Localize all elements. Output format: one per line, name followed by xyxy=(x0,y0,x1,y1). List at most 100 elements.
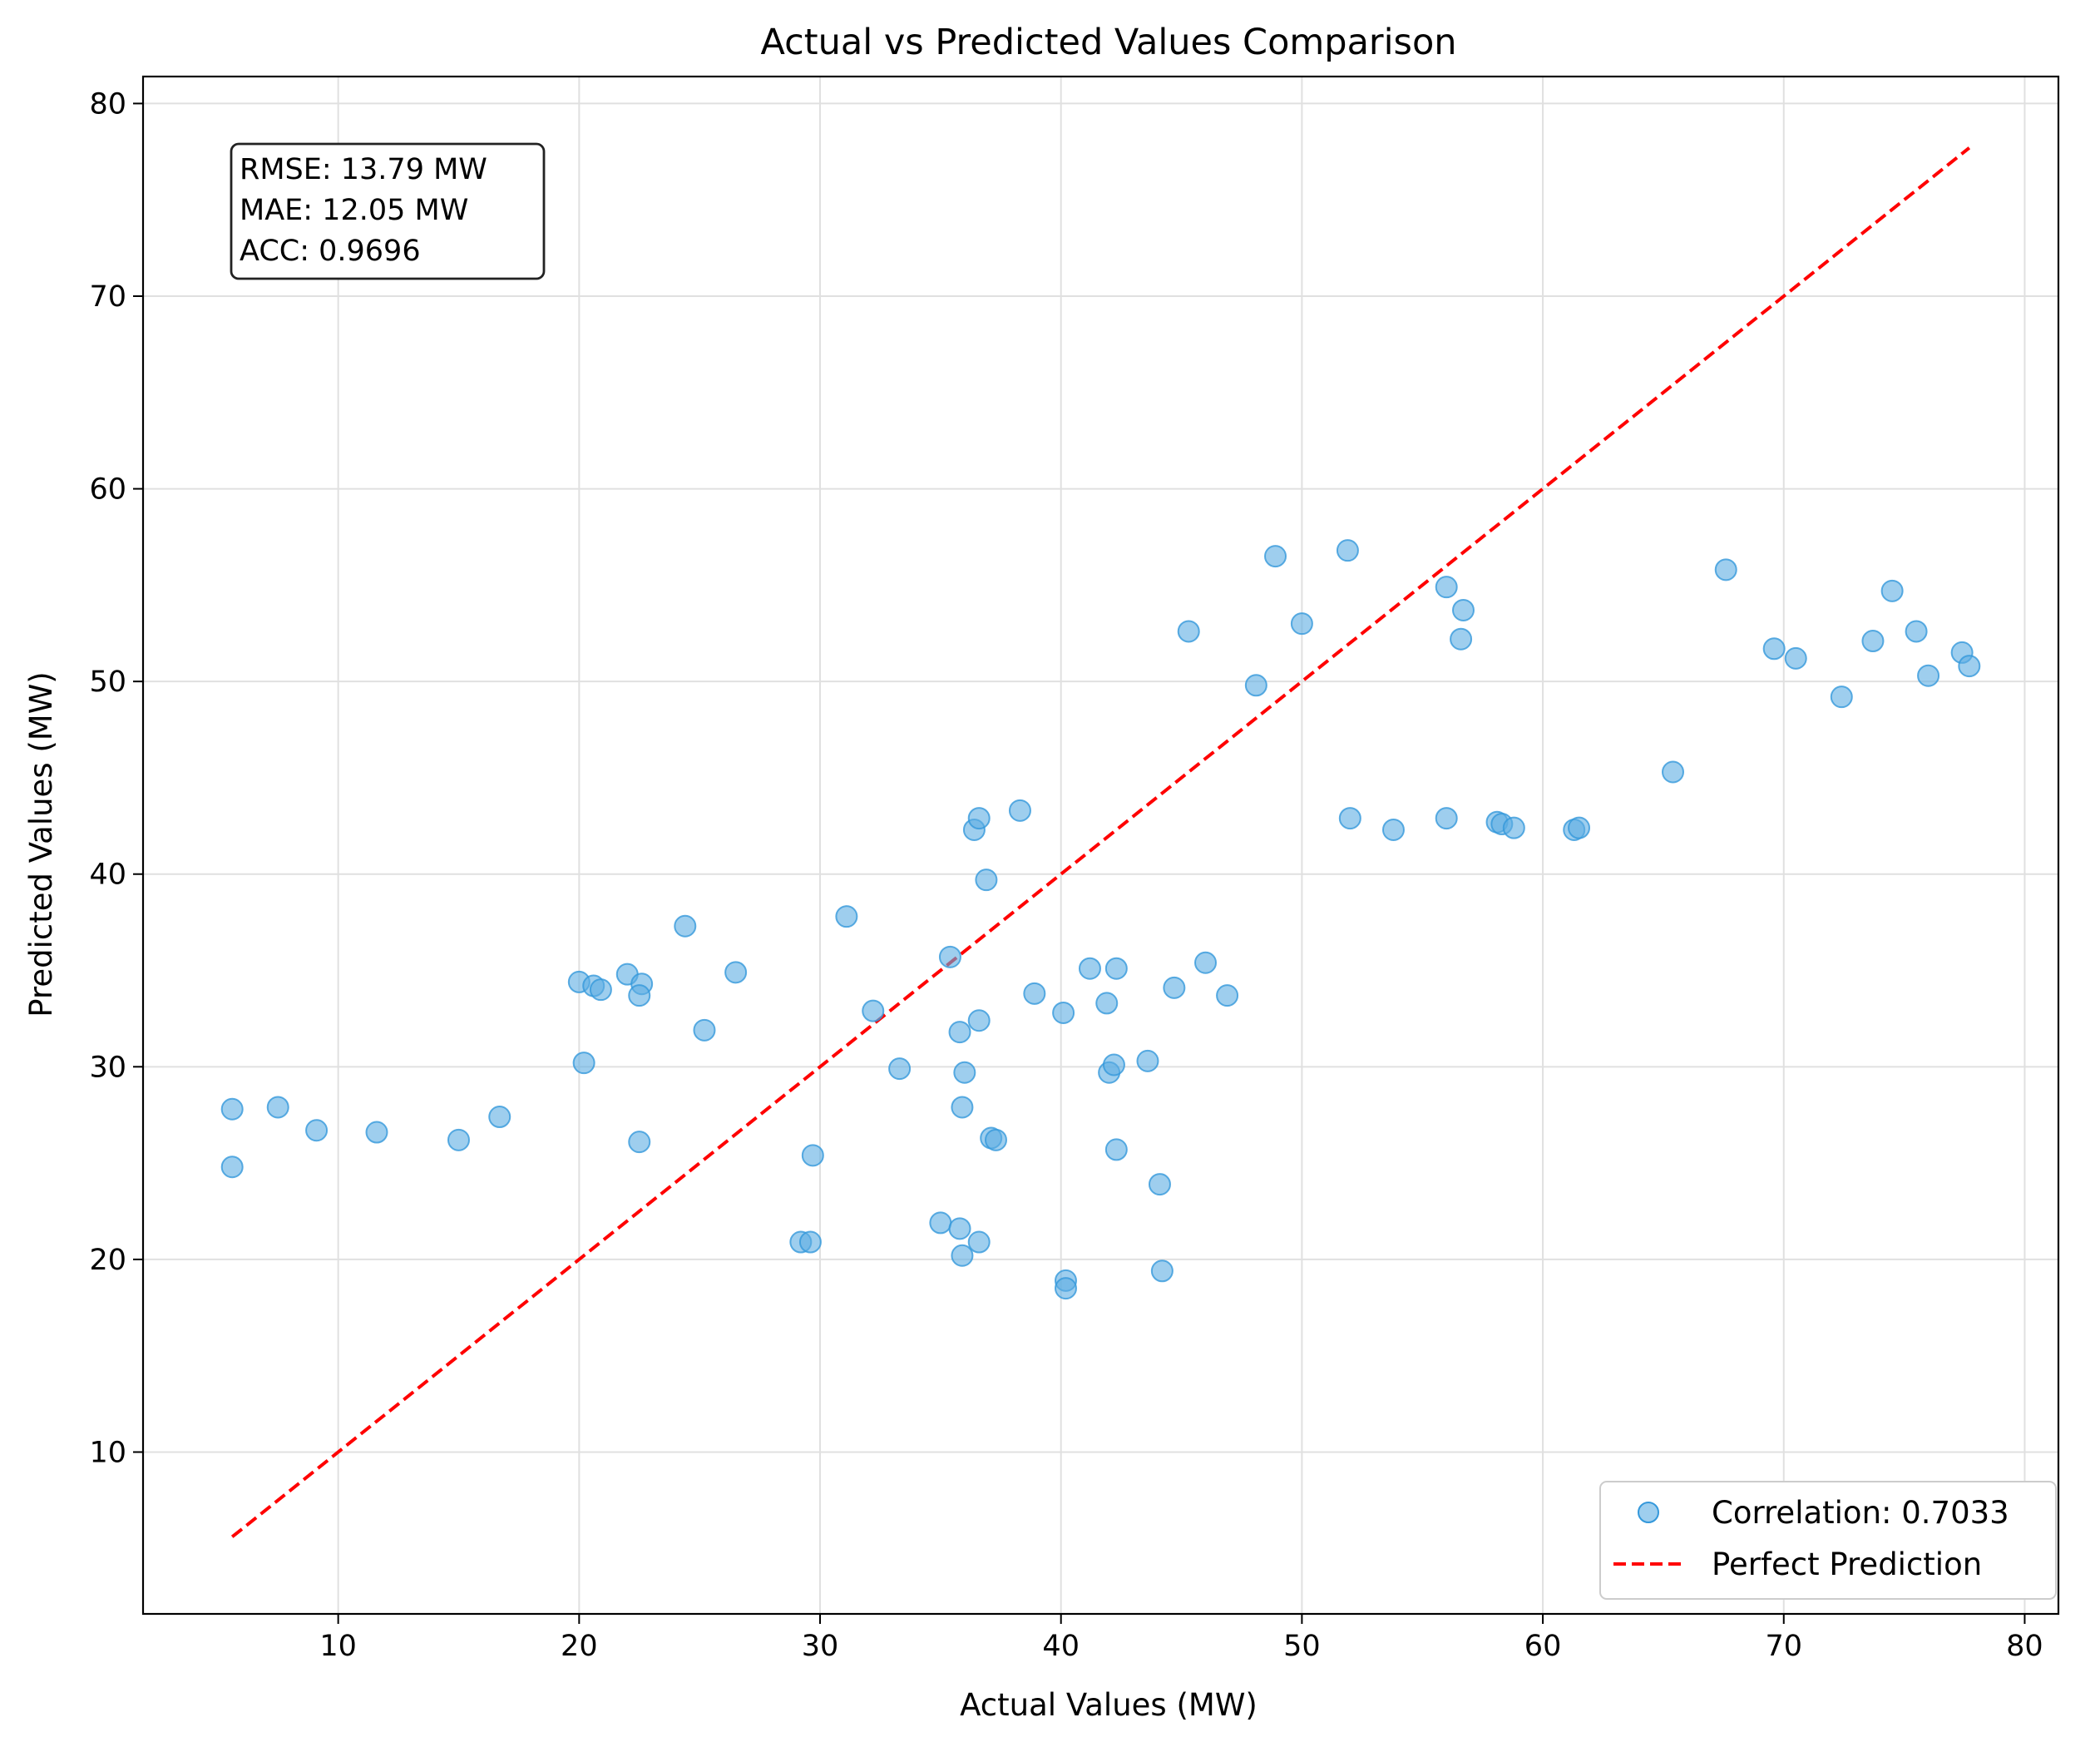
scatter-point xyxy=(951,1244,974,1267)
scatter-point xyxy=(1450,627,1473,651)
scatter-points xyxy=(220,539,1981,1300)
scatter-point xyxy=(835,905,858,928)
scatter-point xyxy=(1714,558,1737,582)
scatter-point xyxy=(1163,976,1186,999)
x-tick-label: 60 xyxy=(1524,1630,1562,1663)
y-tick-label: 40 xyxy=(89,859,126,892)
scatter-point xyxy=(1095,992,1119,1015)
legend-line-label: Perfect Prediction xyxy=(1712,1547,1982,1582)
stats-rmse: RMSE: 13.79 MW xyxy=(240,153,487,186)
y-tick-label: 70 xyxy=(89,280,126,314)
scatter-point xyxy=(488,1106,511,1129)
x-axis-ticks: 10 20 30 40 50 60 70 80 xyxy=(319,1614,2043,1663)
x-axis-label: Actual Values (MW) xyxy=(960,1687,1258,1723)
scatter-point xyxy=(951,1096,974,1119)
y-tick-label: 80 xyxy=(89,87,126,121)
perfect-prediction-line-layer xyxy=(230,146,1971,1538)
scatter-point xyxy=(1023,982,1046,1005)
scatter-point xyxy=(1150,1260,1174,1283)
stats-box: RMSE: 13.79 MW MAE: 12.05 MW ACC: 0.9696 xyxy=(230,142,546,280)
scatter-point xyxy=(674,914,697,938)
scatter-point xyxy=(305,1119,329,1142)
scatter-point xyxy=(589,978,612,1002)
scatter-point xyxy=(693,1018,716,1042)
y-tick-label: 10 xyxy=(89,1436,126,1469)
scatter-point xyxy=(1568,816,1591,839)
y-tick-label: 50 xyxy=(89,666,126,699)
scatter-point xyxy=(628,1131,651,1154)
scatter-point xyxy=(1078,957,1101,980)
scatter-point xyxy=(1264,545,1287,568)
x-tick-label: 10 xyxy=(319,1630,357,1663)
scatter-point xyxy=(572,1052,595,1075)
scatter-point xyxy=(948,1217,971,1240)
scatter-point xyxy=(1104,957,1128,980)
scatter-point xyxy=(1336,539,1359,562)
scatter-point xyxy=(967,1009,991,1032)
y-tick-label: 30 xyxy=(89,1051,126,1084)
scatter-point xyxy=(1762,637,1786,661)
scatter-point xyxy=(929,1211,952,1235)
scatter-point xyxy=(1861,630,1885,653)
y-tick-label: 20 xyxy=(89,1244,126,1277)
scatter-point xyxy=(1216,984,1239,1007)
scatter-point xyxy=(1880,579,1904,602)
y-tick-label: 60 xyxy=(89,473,126,507)
stats-mae: MAE: 12.05 MW xyxy=(240,194,468,227)
scatter-point xyxy=(1338,807,1361,830)
stats-box-frame xyxy=(230,142,546,280)
scatter-point xyxy=(447,1128,470,1151)
scatter-point xyxy=(1435,807,1458,830)
scatter-point xyxy=(1830,685,1853,709)
scatter-point xyxy=(938,945,961,968)
scatter-point xyxy=(1905,620,1928,643)
scatter-point xyxy=(967,1230,991,1254)
scatter-point xyxy=(1451,598,1475,621)
chart-title: Actual vs Predicted Values Comparison xyxy=(760,22,1456,63)
legend-scatter-marker xyxy=(1638,1502,1659,1523)
y-axis-label: Predicted Values (MW) xyxy=(23,671,59,1017)
x-tick-label: 70 xyxy=(1765,1630,1802,1663)
scatter-point xyxy=(1102,1053,1125,1076)
scatter-point xyxy=(1148,1173,1171,1196)
scatter-point xyxy=(1784,646,1807,670)
scatter-point xyxy=(975,869,998,892)
scatter-point xyxy=(1177,620,1200,643)
scatter-point xyxy=(266,1096,289,1119)
scatter-point xyxy=(1435,576,1458,599)
scatter-point xyxy=(798,1230,822,1254)
x-tick-label: 20 xyxy=(561,1630,598,1663)
scatter-point xyxy=(984,1128,1007,1151)
scatter-point xyxy=(1917,664,1940,687)
scatter-point xyxy=(1008,799,1031,822)
scatter-point xyxy=(862,999,885,1022)
scatter-point xyxy=(1194,951,1218,974)
y-axis-ticks: 10 20 30 40 50 60 70 80 xyxy=(89,87,143,1469)
scatter-point xyxy=(801,1144,824,1167)
scatter-point xyxy=(724,961,748,984)
scatter-point xyxy=(948,1021,971,1044)
scatter-point xyxy=(1381,818,1405,841)
legend: Correlation: 0.7033 Perfect Prediction xyxy=(1599,1481,2057,1600)
scatter-point xyxy=(1958,655,1981,678)
scatter-point xyxy=(1244,674,1267,697)
scatter-point xyxy=(628,984,651,1007)
scatter-point xyxy=(1290,612,1313,636)
x-tick-label: 30 xyxy=(802,1630,839,1663)
scatter-point xyxy=(1502,816,1525,839)
scatter-point xyxy=(1054,1277,1077,1300)
plot-frame xyxy=(141,75,2060,1616)
scatter-point xyxy=(888,1057,912,1081)
scatter-point xyxy=(220,1156,244,1179)
perfect-prediction-line xyxy=(230,146,1971,1538)
scatter-point xyxy=(1136,1049,1159,1072)
scatter-point xyxy=(1104,1138,1128,1161)
scatter-point xyxy=(1662,760,1685,784)
x-tick-label: 40 xyxy=(1042,1630,1080,1663)
stats-acc: ACC: 0.9696 xyxy=(240,235,421,268)
x-tick-label: 80 xyxy=(2006,1630,2043,1663)
legend-frame xyxy=(1599,1481,2057,1600)
scatter-point xyxy=(220,1097,244,1121)
legend-scatter-label: Correlation: 0.7033 xyxy=(1712,1495,2009,1531)
